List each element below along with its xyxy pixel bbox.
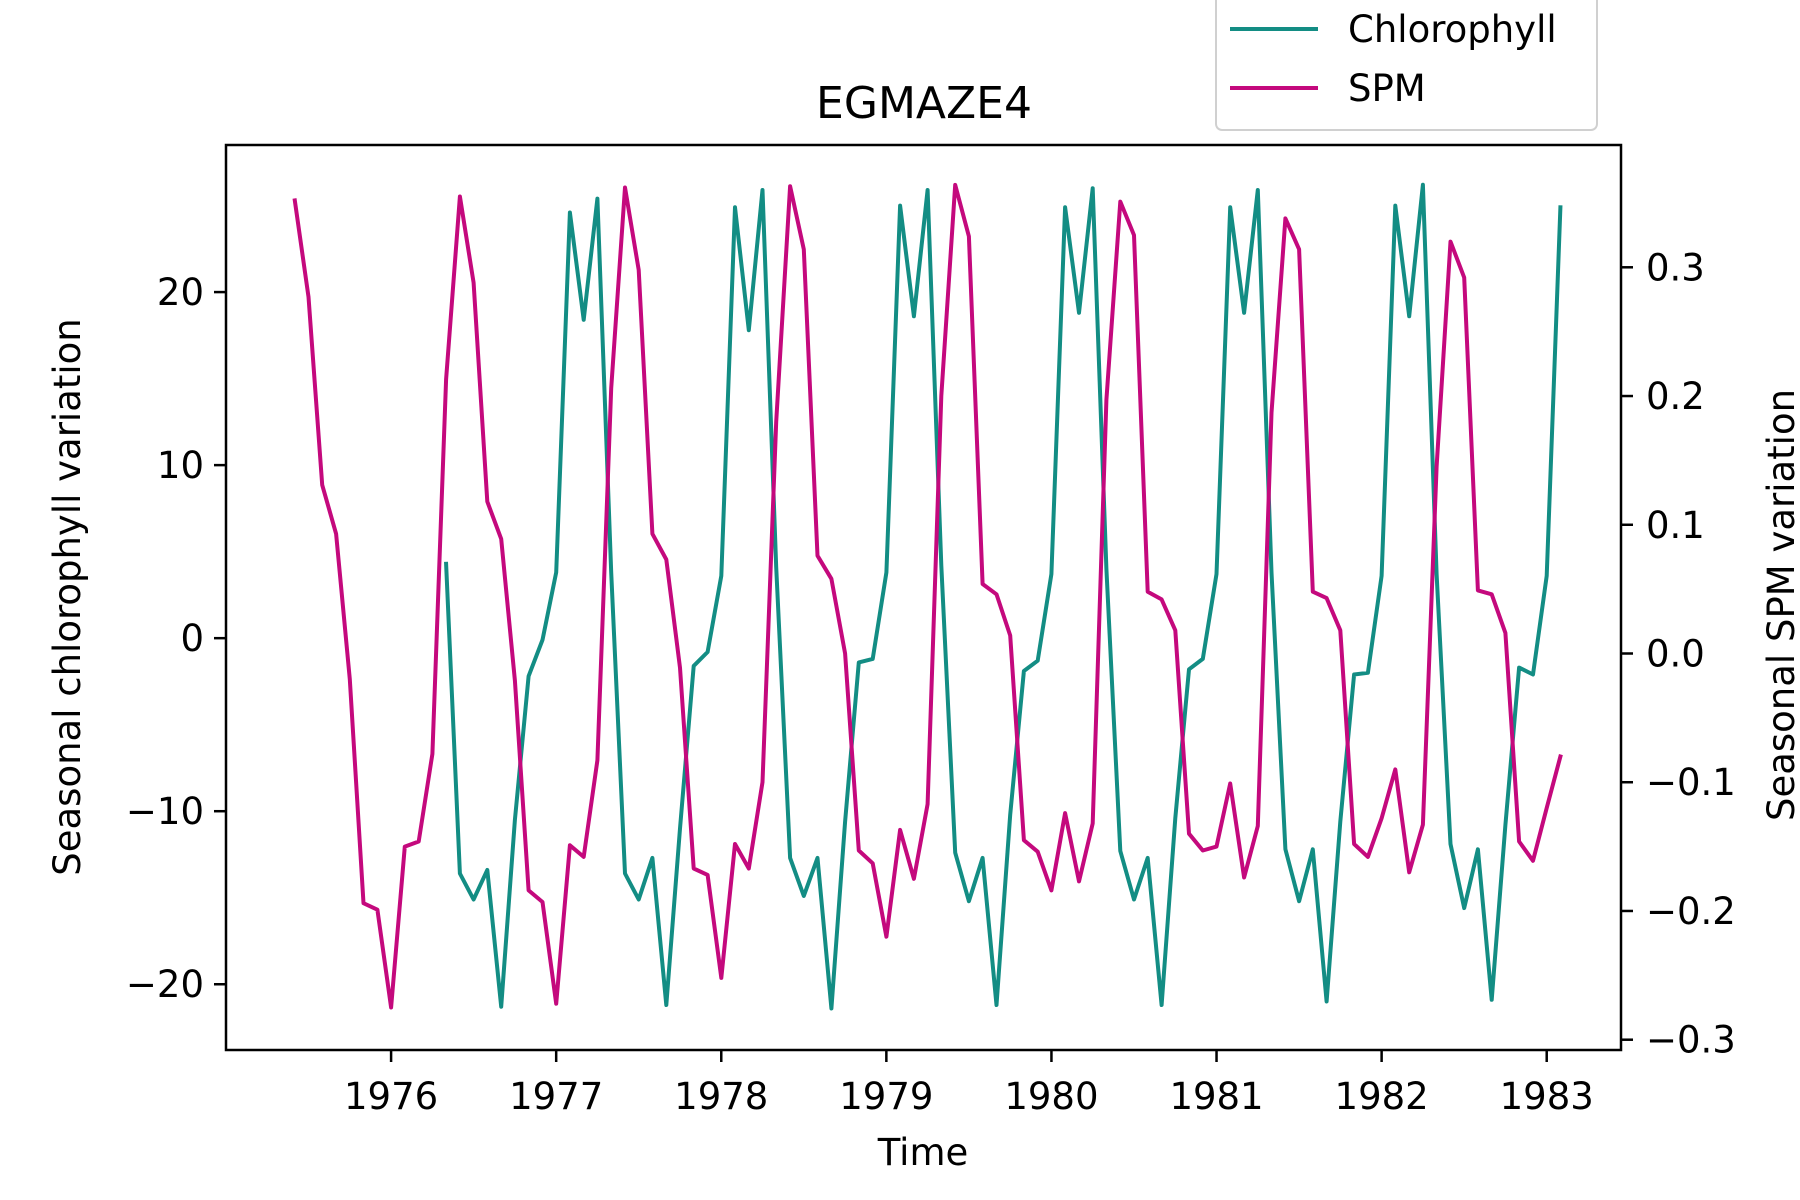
- y-axis-left-title: Seasonal chlorophyll variation: [46, 318, 89, 876]
- x-tick-label: 1981: [1169, 1075, 1263, 1118]
- y-right-tick-label: −0.2: [1646, 890, 1736, 933]
- x-tick-label: 1983: [1500, 1075, 1594, 1118]
- y-left-tick-label: −10: [126, 790, 204, 833]
- x-tick-label: 1982: [1335, 1075, 1429, 1118]
- legend-label-spm: SPM: [1348, 67, 1426, 110]
- x-axis: 1976 1977 1978 1979 1980 1981 1982 1983: [344, 1050, 1594, 1118]
- x-tick-label: 1980: [1004, 1075, 1098, 1118]
- y-axis-right: −0.3 −0.2 −0.1 0.0 0.1 0.2 0.3: [1621, 246, 1736, 1062]
- x-tick-label: 1976: [344, 1075, 438, 1118]
- x-tick-label: 1977: [509, 1075, 603, 1118]
- y-right-tick-label: −0.1: [1646, 761, 1736, 804]
- x-tick-label: 1979: [839, 1075, 933, 1118]
- y-axis-right-title: Seasonal SPM variation: [1760, 389, 1800, 821]
- y-right-tick-label: 0.2: [1646, 375, 1705, 418]
- series-line-spm: [292, 182, 1563, 1010]
- y-left-tick-label: 20: [157, 271, 204, 314]
- legend-label-chlorophyll: Chlorophyll: [1348, 8, 1557, 51]
- y-right-tick-label: 0.3: [1646, 246, 1705, 289]
- legend: Chlorophyll SPM: [1215, 0, 1598, 131]
- legend-box: [1215, 0, 1598, 131]
- chart-title: EGMAZE4: [816, 78, 1032, 129]
- y-right-tick-label: 0.0: [1646, 632, 1705, 675]
- series-line-chlorophyll: [444, 182, 1563, 1011]
- y-left-tick-label: 0: [180, 617, 204, 660]
- x-axis-title: Time: [877, 1131, 969, 1174]
- y-axis-left: −20 −10 0 10 20: [126, 271, 226, 1006]
- plot-area: [224, 143, 1623, 1052]
- series-lines: [292, 182, 1563, 1011]
- y-right-tick-label: 0.1: [1646, 504, 1705, 547]
- plot-frame: [224, 143, 1623, 1052]
- x-tick-label: 1978: [674, 1075, 768, 1118]
- y-right-tick-label: −0.3: [1646, 1019, 1736, 1062]
- y-left-tick-label: −20: [126, 963, 204, 1006]
- y-left-tick-label: 10: [157, 444, 204, 487]
